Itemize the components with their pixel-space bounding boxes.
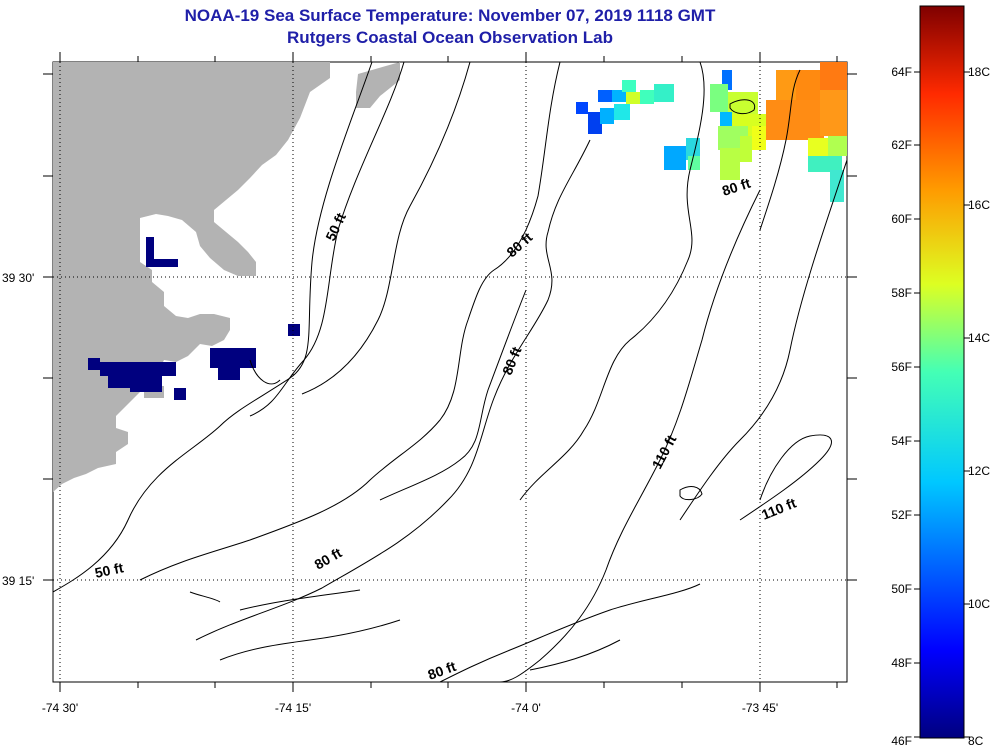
grid-lines [53, 62, 847, 682]
colorbar-f-label: 56F [891, 360, 912, 374]
colorbar-f-label: 50F [891, 582, 912, 596]
colorbar-f-label: 58F [891, 286, 912, 300]
lon-label: -73 45' [742, 701, 778, 715]
lon-label: -74 30' [42, 701, 78, 715]
axis-ticks [43, 52, 857, 692]
lon-label: -74 0' [511, 701, 541, 715]
colorbar-c-label: 12C [968, 464, 990, 478]
colorbar-c-label: 18C [968, 65, 990, 79]
colorbar-c-label: 10C [968, 597, 990, 611]
colorbar-c-label: 8C [968, 734, 984, 748]
colorbar-f-label: 48F [891, 656, 912, 670]
colorbar-f-label: 46F [891, 734, 912, 748]
colorbar-c-label: 14C [968, 331, 990, 345]
warm-sst-pixels [576, 62, 847, 202]
contour-label: 50 ft [93, 559, 125, 581]
lat-label: 39 15' [2, 574, 34, 588]
colorbar-f-label: 62F [891, 138, 912, 152]
colorbar-f-label: 52F [891, 508, 912, 522]
map-title: NOAA-19 Sea Surface Temperature: Novembe… [184, 6, 716, 25]
bathymetry-contours [53, 62, 847, 682]
land-island [356, 62, 400, 108]
cold-sst-pixels [88, 237, 300, 400]
lon-label: -74 15' [275, 701, 311, 715]
colorbar-ticks [914, 71, 970, 738]
colorbar-f-label: 60F [891, 212, 912, 226]
colorbar-f-label: 54F [891, 434, 912, 448]
lat-label: 39 30' [2, 271, 34, 285]
colorbar-c-label: 16C [968, 198, 990, 212]
map-subtitle: Rutgers Coastal Ocean Observation Lab [287, 28, 613, 47]
colorbar [919, 5, 965, 739]
colorbar-f-label: 64F [891, 65, 912, 79]
